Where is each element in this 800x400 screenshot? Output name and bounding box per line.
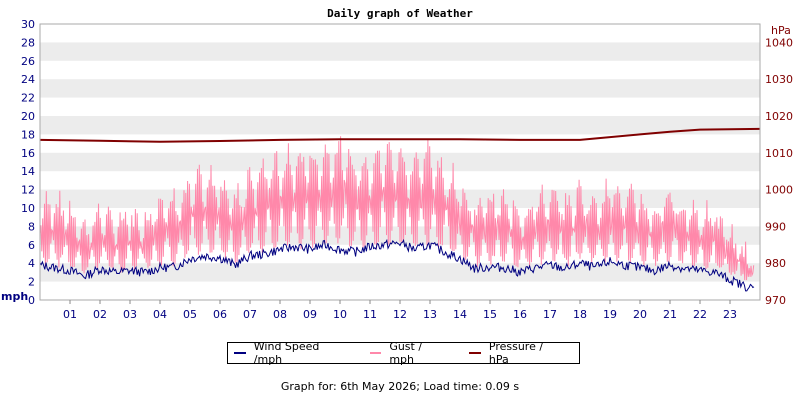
grid-band [40, 42, 760, 61]
y-left-tick-label: 16 [21, 147, 35, 160]
x-tick-label: 04 [153, 308, 167, 321]
legend-item-pressure: Pressure / hPa [469, 340, 565, 366]
x-tick-label: 16 [513, 308, 527, 321]
y-left-tick-label: 28 [21, 36, 35, 49]
y-left-unit: mph [1, 290, 28, 303]
grid-band [40, 152, 760, 172]
legend-label-gust: Gust / mph [389, 340, 423, 366]
y-right-tick-label: 990 [765, 220, 786, 233]
y-left-tick-label: 24 [21, 73, 35, 86]
y-left-tick-label: 30 [21, 18, 35, 31]
y-left-tick-label: 12 [21, 184, 35, 197]
grid-band [40, 263, 760, 282]
x-tick-label: 03 [123, 308, 137, 321]
x-tick-label: 20 [633, 308, 647, 321]
pressure-line [39, 127, 761, 143]
wind-speed-line [39, 238, 755, 292]
x-tick-label: 07 [243, 308, 257, 321]
y-right-tick-label: 1000 [765, 184, 793, 197]
legend-label-wind: Wind Speed /mph [253, 340, 320, 366]
y-left-tick-label: 0 [28, 294, 35, 307]
legend-label-pressure: Pressure / hPa [488, 340, 544, 366]
legend: Wind Speed /mph Gust / mph Pressure / hP… [227, 340, 580, 366]
grid-band [40, 116, 760, 135]
grid-band [40, 79, 760, 98]
y-right-tick-label: 1030 [765, 73, 793, 86]
y-right-tick-label: 970 [765, 294, 786, 307]
pressure-series [39, 127, 761, 143]
x-tick-label: 09 [303, 308, 317, 321]
x-tick-label: 13 [423, 308, 437, 321]
x-tick-label: 02 [93, 308, 107, 321]
chart-title: Daily graph of Weather [327, 7, 473, 20]
y-left-tick-label: 22 [21, 92, 35, 105]
x-tick-label: 08 [273, 308, 287, 321]
gust-series [39, 136, 755, 281]
x-tick-label: 14 [453, 308, 467, 321]
legend-item-wind: Wind Speed /mph [234, 340, 350, 366]
x-tick-label: 05 [183, 308, 197, 321]
y-right-tick-label: 1040 [765, 36, 793, 49]
legend-item-gust: Gust / mph [369, 340, 450, 366]
y-left-tick-label: 10 [21, 202, 35, 215]
y-left-tick-label: 26 [21, 55, 35, 68]
y-left-tick-label: 2 [28, 276, 35, 289]
x-tick-label: 23 [723, 308, 737, 321]
x-axis: 01 02 03 04 05 06 07 08 09 10 11 12 13 14 15 16 17 18 19 20… [63, 300, 737, 321]
y-right-tick-label: 980 [765, 257, 786, 270]
legend-swatch-wind [234, 352, 246, 354]
legend-swatch-pressure [469, 352, 481, 354]
y-left-tick-label: 14 [21, 165, 35, 178]
wind-series [39, 238, 755, 292]
x-tick-label: 06 [213, 308, 227, 321]
gust-line [39, 136, 755, 281]
x-tick-label: 17 [543, 308, 557, 321]
legend-swatch-gust [369, 352, 382, 354]
x-tick-label: 11 [363, 308, 377, 321]
y-left-tick-label: 4 [28, 257, 35, 270]
y-left-tick-label: 8 [28, 220, 35, 233]
x-tick-label: 18 [573, 308, 587, 321]
footer-status: Graph for: 6th May 2026; Load time: 0.09… [280, 380, 520, 393]
x-tick-label: 21 [663, 308, 677, 321]
y-right-axis: 970 980 990 1000 1010 1020 1030 1040 [765, 36, 793, 307]
y-left-tick-label: 6 [28, 239, 35, 252]
x-tick-label: 12 [393, 308, 407, 321]
y-right-unit: hPa [771, 24, 791, 37]
x-tick-label: 22 [693, 308, 707, 321]
y-left-tick-label: 18 [21, 128, 35, 141]
x-tick-label: 10 [333, 308, 347, 321]
x-tick-label: 01 [63, 308, 77, 321]
x-tick-label: 19 [603, 308, 617, 321]
y-right-tick-label: 1010 [765, 147, 793, 160]
x-tick-label: 15 [483, 308, 497, 321]
y-right-tick-label: 1020 [765, 110, 793, 123]
y-left-tick-label: 20 [21, 110, 35, 123]
